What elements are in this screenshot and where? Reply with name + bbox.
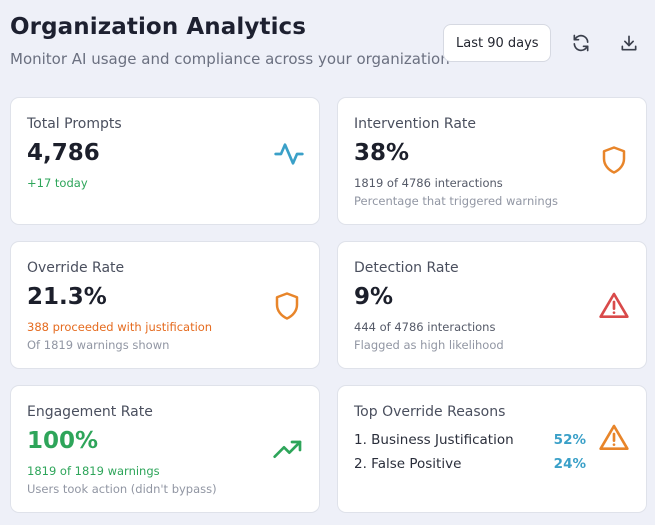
card-detail: 444 of 4786 interactions — [354, 320, 496, 334]
card-value: 9% — [354, 284, 394, 310]
card-intervention-rate: Intervention Rate 38% 1819 of 4786 inter… — [337, 97, 647, 225]
reason-name: 2. False Positive — [354, 456, 462, 472]
card-description: Flagged as high likelihood — [354, 338, 504, 352]
card-label: Engagement Rate — [27, 404, 153, 420]
card-value: 100% — [27, 428, 99, 454]
download-icon — [621, 35, 637, 51]
card-label: Total Prompts — [27, 116, 122, 132]
page-header: Organization Analytics Monitor AI usage … — [10, 14, 650, 76]
alert-triangle-icon — [597, 421, 631, 455]
card-detection-rate: Detection Rate 9% 444 of 4786 interactio… — [337, 241, 647, 369]
reason-name: 1. Business Justification — [354, 432, 514, 448]
page-title: Organization Analytics — [10, 14, 307, 40]
card-delta: +17 today — [27, 176, 88, 190]
card-override-rate: Override Rate 21.3% 388 proceeded with j… — [10, 241, 320, 369]
shield-icon — [597, 143, 631, 177]
date-range-select[interactable]: Last 90 days — [443, 24, 551, 62]
card-description: Users took action (didn't bypass) — [27, 482, 217, 496]
activity-icon — [272, 137, 306, 171]
refresh-button[interactable] — [567, 29, 595, 57]
card-label: Top Override Reasons — [354, 404, 506, 420]
trending-up-icon — [271, 433, 305, 467]
card-detail: 1819 of 1819 warnings — [27, 464, 160, 478]
shield-icon — [270, 289, 304, 323]
page-subtitle: Monitor AI usage and compliance across y… — [10, 50, 450, 68]
reason-percent: 52% — [553, 432, 586, 448]
reason-percent: 24% — [553, 456, 586, 472]
list-item: 1. Business Justification 52% — [354, 432, 586, 448]
download-button[interactable] — [615, 29, 643, 57]
list-item: 2. False Positive 24% — [354, 456, 586, 472]
card-label: Override Rate — [27, 260, 125, 276]
card-top-override-reasons: Top Override Reasons 1. Business Justifi… — [337, 385, 647, 513]
card-label: Detection Rate — [354, 260, 459, 276]
date-range-value: Last 90 days — [456, 35, 539, 51]
card-value: 38% — [354, 140, 410, 166]
card-detail: 1819 of 4786 interactions — [354, 176, 503, 190]
alert-triangle-icon — [597, 289, 631, 323]
card-value: 21.3% — [27, 284, 107, 310]
card-label: Intervention Rate — [354, 116, 477, 132]
card-value: 4,786 — [27, 140, 100, 166]
card-total-prompts: Total Prompts 4,786 +17 today — [10, 97, 320, 225]
card-description: Percentage that triggered warnings — [354, 194, 559, 208]
refresh-icon — [573, 34, 589, 52]
card-detail: 388 proceeded with justification — [27, 320, 213, 334]
card-description: Of 1819 warnings shown — [27, 338, 170, 352]
card-engagement-rate: Engagement Rate 100% 1819 of 1819 warnin… — [10, 385, 320, 513]
